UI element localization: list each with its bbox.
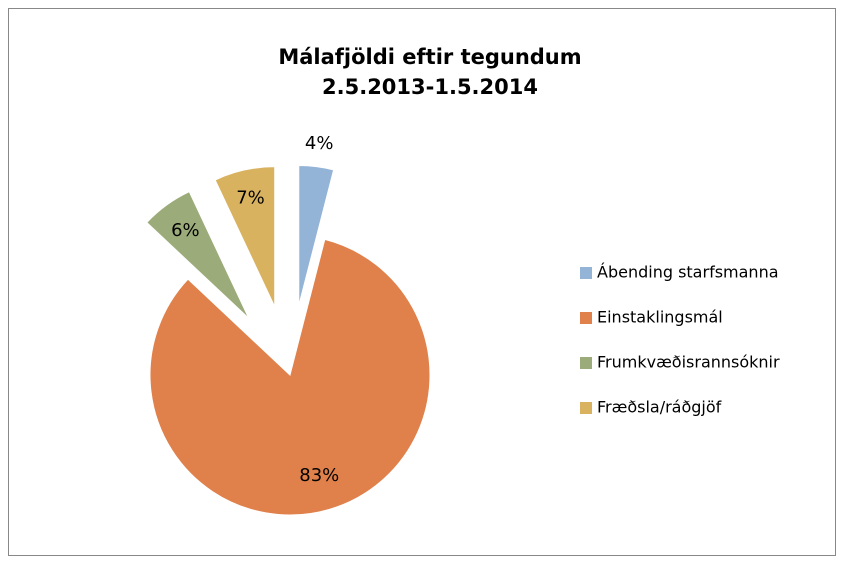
chart-title: Málafjöldi eftir tegundum (278, 45, 581, 69)
legend-swatch (580, 267, 592, 279)
chart-subtitle: 2.5.2013-1.5.2014 (322, 75, 538, 99)
data-label: 4% (305, 133, 334, 154)
legend-label: Einstaklingsmál (597, 308, 723, 327)
pie-slice (214, 166, 276, 307)
pie-slice (298, 165, 335, 306)
pie-slice (149, 238, 431, 516)
data-label: 7% (236, 187, 265, 208)
legend-swatch (580, 402, 592, 414)
legend-label: Fræðsla/ráðgjöf (597, 398, 722, 417)
chart-border (8, 8, 836, 556)
legend-label: Frumkvæðisrannsóknir (597, 353, 780, 372)
data-label: 83% (299, 465, 339, 486)
legend-swatch (580, 312, 592, 324)
legend-swatch (580, 357, 592, 369)
legend-label: Ábending starfsmanna (597, 263, 779, 282)
data-label: 6% (171, 220, 200, 241)
pie-slice (146, 191, 250, 319)
